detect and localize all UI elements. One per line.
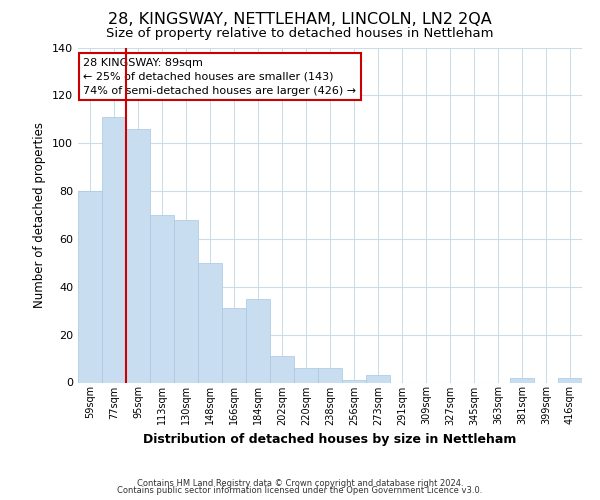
Bar — [270, 356, 294, 382]
Bar — [510, 378, 534, 382]
Text: Contains public sector information licensed under the Open Government Licence v3: Contains public sector information licen… — [118, 486, 482, 495]
Bar — [318, 368, 342, 382]
Text: Contains HM Land Registry data © Crown copyright and database right 2024.: Contains HM Land Registry data © Crown c… — [137, 478, 463, 488]
Bar — [174, 220, 198, 382]
Y-axis label: Number of detached properties: Number of detached properties — [34, 122, 46, 308]
Bar — [246, 298, 270, 382]
Bar — [558, 378, 582, 382]
Bar — [294, 368, 318, 382]
Text: Size of property relative to detached houses in Nettleham: Size of property relative to detached ho… — [106, 28, 494, 40]
Bar — [342, 380, 366, 382]
Bar — [78, 191, 102, 382]
Text: 28 KINGSWAY: 89sqm
← 25% of detached houses are smaller (143)
74% of semi-detach: 28 KINGSWAY: 89sqm ← 25% of detached hou… — [83, 58, 356, 96]
Bar — [126, 129, 150, 382]
Bar — [102, 117, 126, 382]
Bar — [150, 215, 174, 382]
X-axis label: Distribution of detached houses by size in Nettleham: Distribution of detached houses by size … — [143, 433, 517, 446]
Text: 28, KINGSWAY, NETTLEHAM, LINCOLN, LN2 2QA: 28, KINGSWAY, NETTLEHAM, LINCOLN, LN2 2Q… — [108, 12, 492, 28]
Bar — [366, 376, 390, 382]
Bar — [198, 263, 222, 382]
Bar — [222, 308, 246, 382]
